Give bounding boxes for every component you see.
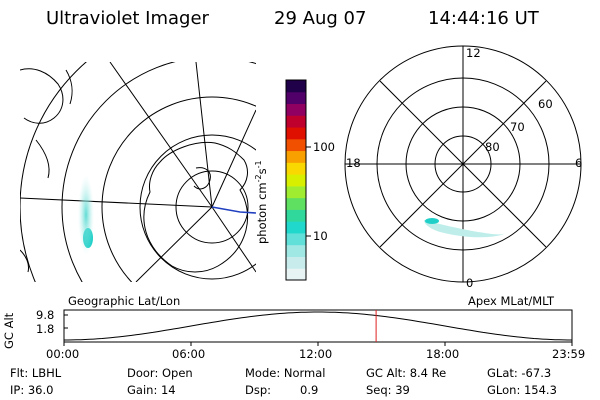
mlt-label-dawn: 6: [575, 156, 583, 170]
longitude-line: [135, 206, 213, 282]
instrument-title: Ultraviolet Imager: [46, 8, 209, 29]
altitude-y-tick: 9.8: [36, 308, 55, 322]
longitude-line: [211, 206, 256, 273]
time-label: 14:44:16 UT: [428, 8, 539, 29]
longitude-line: [211, 109, 256, 208]
altitude-curve: [64, 311, 572, 341]
color-bar-segment: [286, 256, 306, 269]
coastline: [20, 249, 29, 273]
color-bar-tick-label: 10: [313, 229, 328, 243]
longitude-line: [195, 62, 213, 208]
color-bar-segment: [286, 150, 306, 163]
color-bar-segment: [286, 209, 306, 222]
color-bar-segment: [286, 103, 306, 116]
mode-status: Mode: Normal: [245, 366, 326, 380]
mlat-label: 70: [510, 120, 525, 134]
color-bar-segment: [286, 91, 306, 105]
color-bar-segment: [286, 197, 306, 210]
color-bar-segment: [286, 80, 306, 93]
seq-status: Seq: 39: [366, 383, 410, 397]
latitude-circle: [139, 134, 256, 280]
coastline: [65, 69, 73, 105]
filter-status: Flt: LBHL: [10, 366, 62, 380]
longitude-line: [109, 62, 213, 208]
latitude-circle: [61, 62, 256, 282]
aurora-oval: [424, 220, 508, 238]
color-bar-segment: [286, 115, 306, 128]
color-bar-segment: [286, 268, 306, 281]
gc-alt-status: GC Alt: 8.4 Re: [366, 366, 447, 380]
color-bar-segment: [286, 162, 306, 175]
mlat-label: 60: [538, 97, 553, 111]
geographic-map: [20, 62, 256, 282]
mlt-label-dusk: 18: [346, 156, 361, 170]
polar-map: [344, 45, 582, 283]
aurora-emission: [78, 175, 94, 255]
time-tick: 00:00: [46, 347, 80, 361]
date-label: 29 Aug 07: [274, 8, 367, 29]
color-bar-label: photon cm-2s-1: [254, 160, 269, 244]
coastline: [20, 68, 64, 124]
left-map-caption: Geographic Lat/Lon: [68, 294, 181, 308]
color-bar-segment: [286, 244, 306, 257]
color-bar-frame: [285, 79, 307, 281]
mlt-label-noon: 12: [466, 46, 481, 60]
altitude-plot-frame: [63, 309, 573, 343]
ip-status: IP: 36.0: [10, 383, 54, 397]
longitude-line: [20, 197, 213, 208]
color-bar-segment: [286, 232, 306, 246]
mlt-label-midnight: 0: [466, 276, 474, 290]
glat-status: GLat: -67.3: [487, 366, 552, 380]
altitude-y-label: GC Alt: [2, 312, 16, 349]
right-map-caption: Apex MLat/MLT: [468, 294, 555, 308]
time-tick: 18:00: [426, 347, 460, 361]
coastline: [193, 167, 211, 190]
altitude-y-tick: 1.8: [36, 322, 55, 336]
mlat-label: 80: [485, 140, 500, 154]
color-bar: [286, 80, 306, 281]
glon-status: GLon: 154.3: [487, 383, 557, 397]
time-tick: 06:00: [172, 347, 206, 361]
latitude-circle: [175, 170, 249, 244]
color-bar-tick-label: 100: [313, 140, 335, 154]
time-tick: 12:00: [299, 347, 333, 361]
mlt-meridian: [379, 80, 547, 248]
latitude-circle: [101, 96, 256, 282]
dsp-label: Dsp:: [245, 383, 272, 397]
aurora-emission: [425, 218, 439, 224]
door-status: Door: Open: [127, 366, 193, 380]
color-bar-segment: [286, 221, 306, 234]
coastline: [35, 139, 50, 179]
coastline: [143, 141, 249, 273]
satellite-track: [211, 206, 256, 214]
time-tick: 23:59: [552, 347, 586, 361]
color-bar-segment: [286, 127, 306, 140]
color-bar-segment: [286, 138, 306, 152]
color-bar-segment: [286, 174, 306, 187]
dsp-value: 0.9: [300, 383, 319, 397]
gain-status: Gain: 14: [127, 383, 176, 397]
color-bar-segment: [286, 185, 306, 199]
